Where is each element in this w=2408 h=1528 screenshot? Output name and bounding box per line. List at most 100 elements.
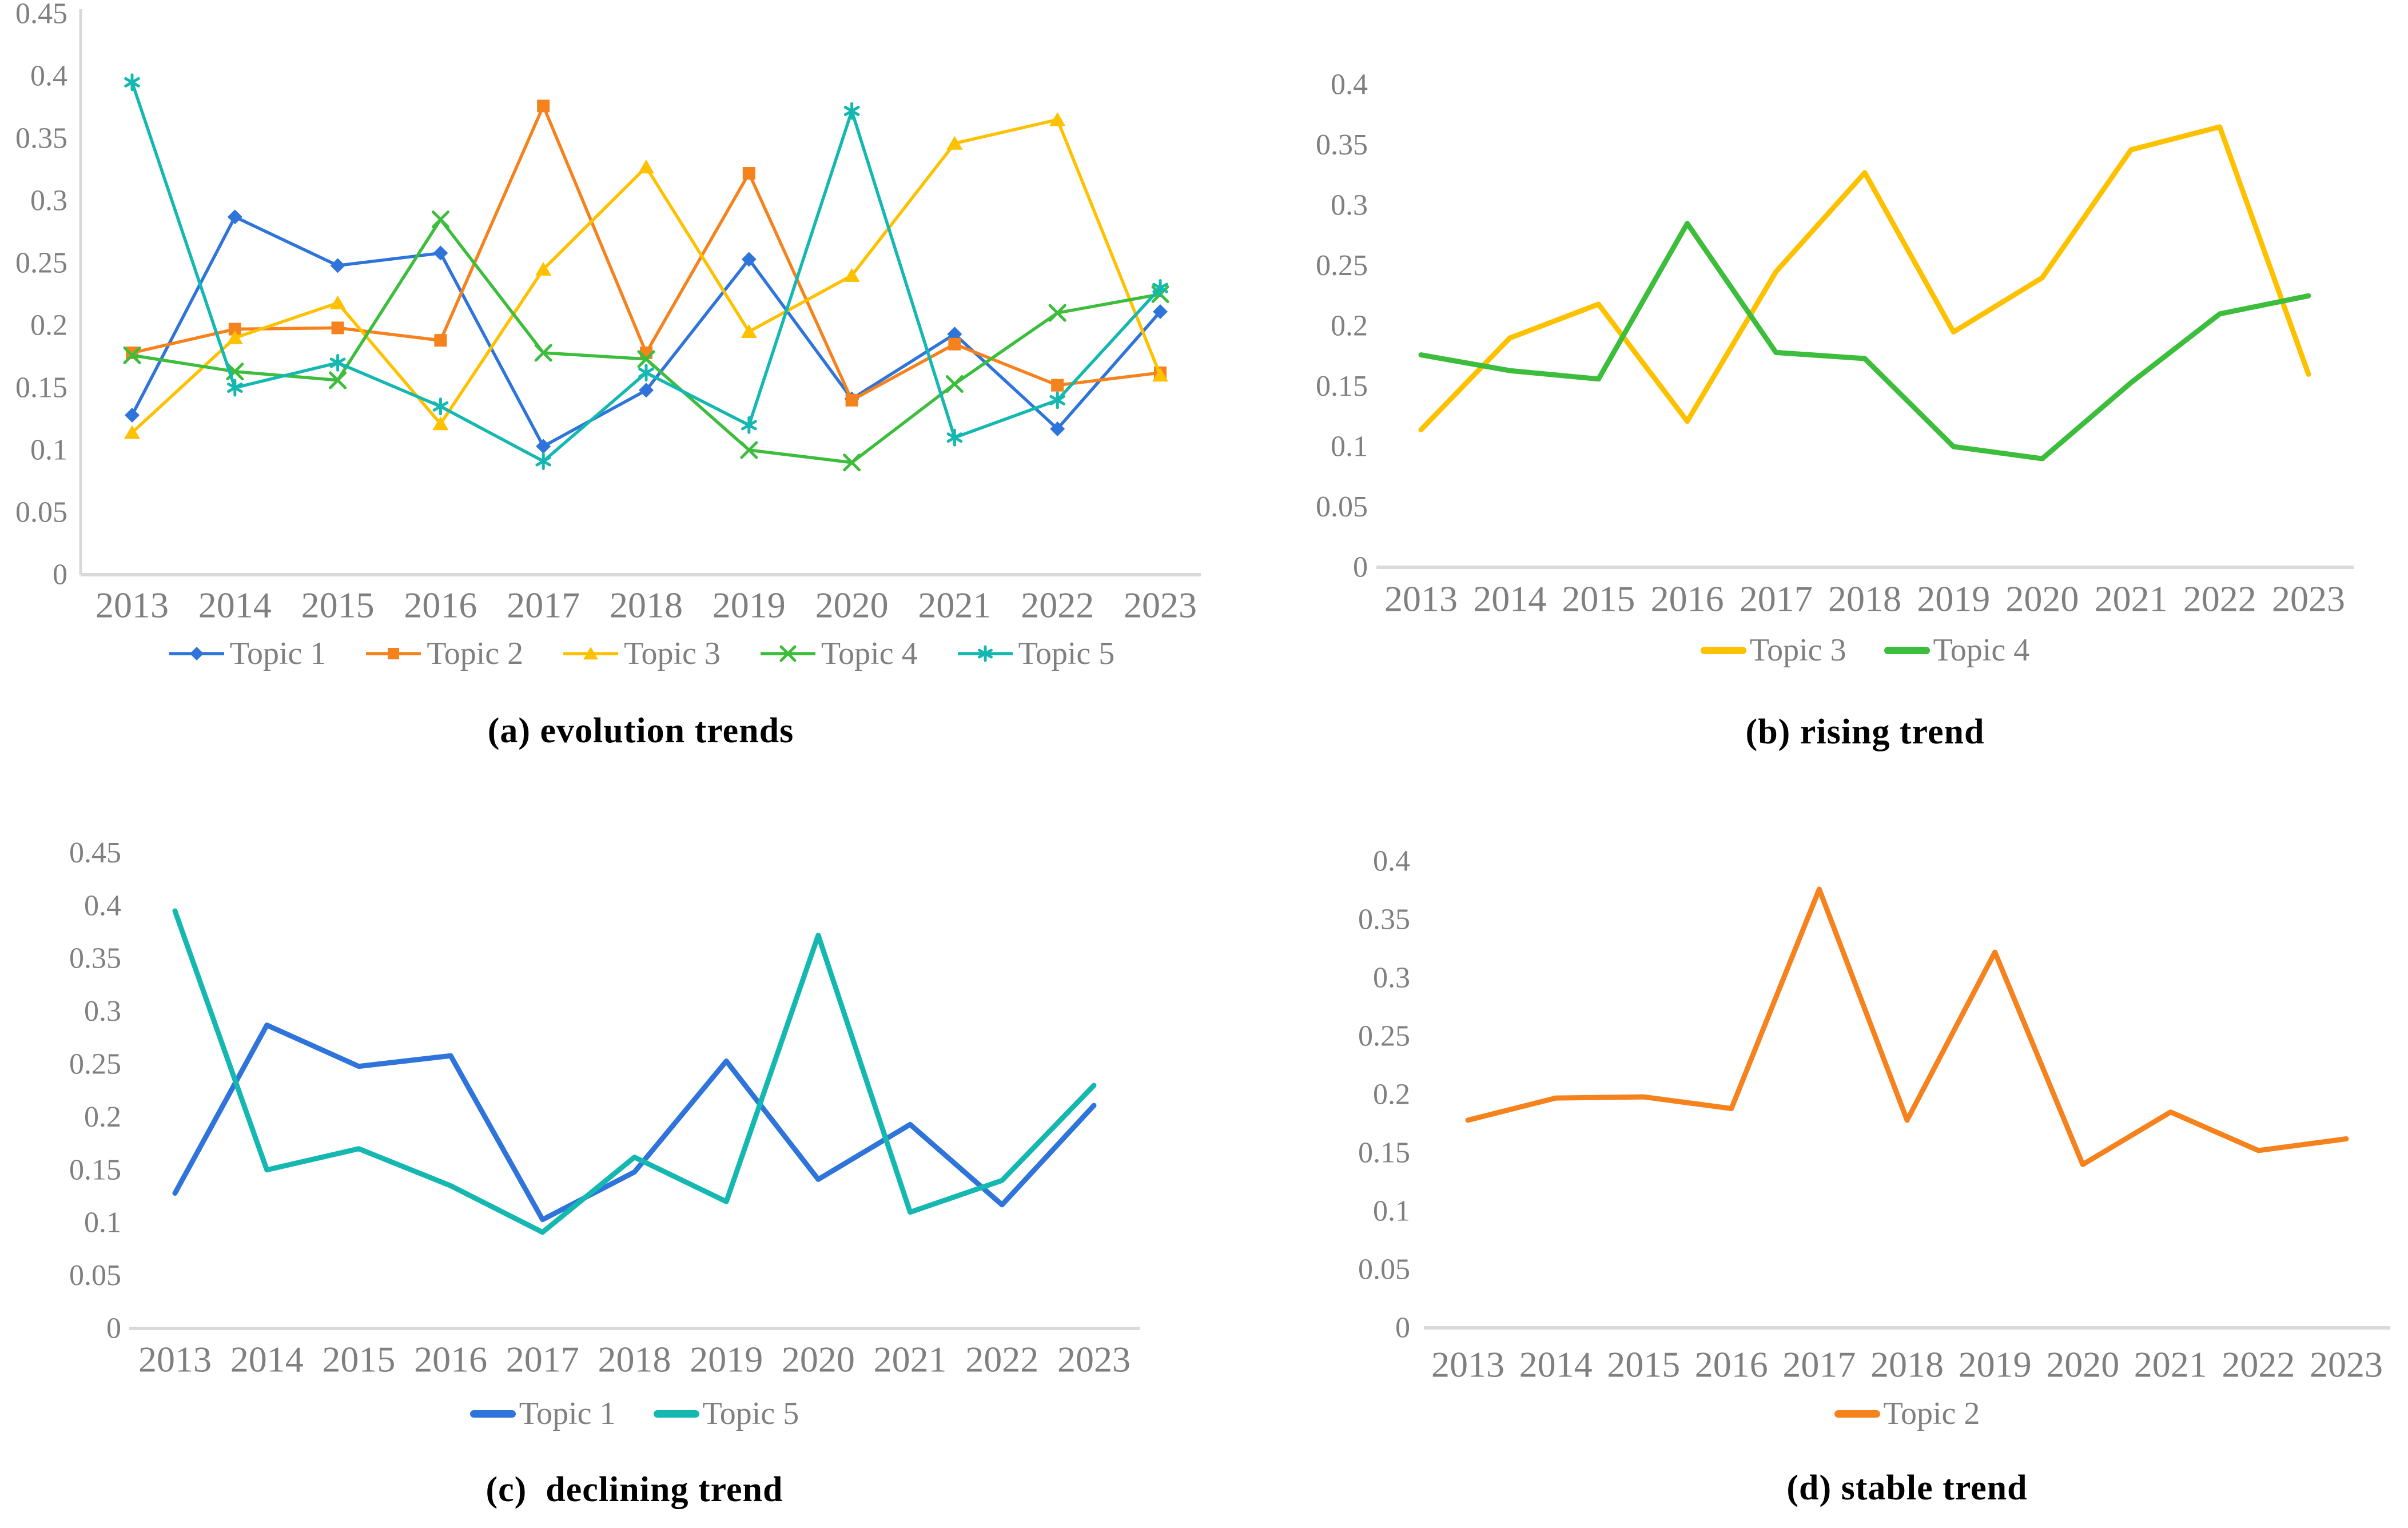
marker-x xyxy=(779,645,797,662)
x-tick-label: 2021 xyxy=(2095,579,2168,619)
legend-swatch-line-icon xyxy=(653,1410,699,1418)
legend-item-topic-5: Topic 5 xyxy=(956,635,1115,672)
y-tick-label: 0.35 xyxy=(1316,129,1368,161)
legend-label: Topic 1 xyxy=(519,1396,616,1431)
chart-panel-d: 0 0.05 0.1 0.15 0.2 0.25 0.3 0.35 0.4 2013 2014 201… xyxy=(1358,845,2390,1385)
x-tick-label: 2022 xyxy=(2222,1344,2295,1385)
series-line-topic-1 xyxy=(130,215,1162,448)
y-tick-label: 0.3 xyxy=(84,995,121,1028)
chart-panel-c: 0 0.05 0.1 0.15 0.2 0.25 0.3 0.35 0.4 0.45 2013 201… xyxy=(69,837,1140,1380)
legend-swatch-line-icon xyxy=(1834,1410,1880,1418)
marker-diamond xyxy=(227,209,242,225)
marker-x xyxy=(637,350,655,368)
marker-diamond xyxy=(741,252,757,267)
y-tick-label: 0.15 xyxy=(1316,370,1368,403)
marker-square xyxy=(742,167,755,180)
x-tick-label: 2016 xyxy=(414,1339,487,1380)
x-tick-label: 2017 xyxy=(507,585,580,626)
x-tick-label: 2020 xyxy=(782,1339,855,1380)
y-tick-label: 0.05 xyxy=(1358,1254,1410,1286)
marker-diamond xyxy=(1050,421,1065,436)
x-tick-label: 2019 xyxy=(690,1339,763,1380)
x-tick-label: 2017 xyxy=(1740,579,1813,619)
y-tick-label: 0.45 xyxy=(69,837,121,869)
marker-triangle xyxy=(535,261,552,276)
legend-swatch-line-icon xyxy=(469,1410,516,1418)
legend-item-topic-4: Topic 4 xyxy=(1884,632,2030,668)
marker-diamond xyxy=(536,439,551,454)
caption-stable-trend: (d) stable trend xyxy=(1786,1469,2028,1507)
legend-swatch-line-icon xyxy=(1884,646,1930,654)
series-line-topic-4 xyxy=(1418,221,2311,461)
marker-asterisk xyxy=(977,645,993,662)
marker-x xyxy=(431,210,449,229)
legend-swatch-diamond-icon xyxy=(169,647,224,660)
marker-square xyxy=(1051,379,1064,392)
legend-label: Topic 1 xyxy=(229,636,327,671)
y-tick-label: 0.2 xyxy=(1373,1079,1410,1111)
x-tick-label: 2022 xyxy=(2183,579,2256,619)
x-tick-label: 2021 xyxy=(874,1339,947,1380)
marker-asterisk xyxy=(741,416,757,434)
x-tick-label: 2018 xyxy=(610,585,683,626)
marker-square xyxy=(228,323,241,336)
marker-x xyxy=(123,346,141,364)
marker-asterisk xyxy=(226,379,243,397)
legend-label: Topic 3 xyxy=(1749,632,1846,668)
y-tick-label: 0.1 xyxy=(30,434,67,467)
y-tick-label: 0.25 xyxy=(69,1048,121,1081)
legend-label: Topic 5 xyxy=(1018,636,1115,671)
y-tick-label: 0.35 xyxy=(69,942,121,975)
y-tick-label: 0.4 xyxy=(30,60,67,93)
x-tick-label: 2013 xyxy=(95,585,169,626)
y-tick-label: 0.25 xyxy=(1358,1020,1410,1053)
y-tick-label: 0.4 xyxy=(84,889,121,922)
marker-triangle xyxy=(843,268,860,282)
y-tick-label: 0 xyxy=(1395,1312,1410,1344)
x-tick-label: 2018 xyxy=(1870,1344,1944,1385)
x-tick-label: 2021 xyxy=(918,585,991,626)
marker-triangle xyxy=(226,330,243,344)
legend-item-topic-2: Topic 2 xyxy=(364,635,523,672)
x-tick-label: 2014 xyxy=(1473,579,1546,619)
legend-item-topic-4: Topic 4 xyxy=(758,635,918,672)
caption-evolution-trends: (a) evolution trends xyxy=(487,711,794,750)
legend-label: Topic 2 xyxy=(427,636,524,671)
marker-x xyxy=(945,375,964,393)
marker-diamond xyxy=(1153,304,1168,320)
x-tick-label: 2023 xyxy=(2310,1344,2383,1385)
y-tick-label: 0 xyxy=(1353,551,1368,584)
x-tick-label: 2023 xyxy=(1057,1339,1131,1380)
marker-asterisk xyxy=(843,102,860,120)
marker-square xyxy=(948,337,961,351)
x-tick-label: 2016 xyxy=(1651,579,1724,619)
y-tick-label: 0.3 xyxy=(30,185,67,217)
y-tick-label: 0.2 xyxy=(84,1101,121,1133)
chart-panel-a: 0 0.05 0.1 0.15 0.2 0.25 0.3 0.35 0.4 0.45 2013 201… xyxy=(15,0,1201,626)
series-line-topic-5 xyxy=(172,908,1097,1235)
x-tick-label: 2013 xyxy=(1431,1344,1504,1385)
x-tick-label: 2018 xyxy=(598,1339,671,1380)
y-tick-label: 0.1 xyxy=(1373,1195,1410,1228)
marker-square xyxy=(434,334,447,347)
y-tick-label: 0 xyxy=(106,1312,121,1345)
marker-x xyxy=(740,441,758,459)
legend-swatch-triangle-icon xyxy=(563,647,619,660)
marker-diamond xyxy=(189,647,204,660)
x-tick-label: 2015 xyxy=(322,1339,395,1380)
y-tick-label: 0.15 xyxy=(69,1153,121,1186)
y-tick-label: 0.45 xyxy=(15,0,67,30)
caption-declining-trend: (c) declining trend xyxy=(485,1470,783,1509)
marker-x xyxy=(1048,304,1066,322)
marker-triangle xyxy=(124,425,141,439)
legend-item-topic-1: Topic 1 xyxy=(167,635,327,672)
legend-item-topic-3: Topic 3 xyxy=(1700,632,1846,668)
legend-label: Topic 4 xyxy=(1933,632,2030,668)
caption-rising-trend: (b) rising trend xyxy=(1745,713,1985,751)
y-tick-label: 0.05 xyxy=(15,496,67,529)
x-tick-label: 2020 xyxy=(815,585,889,626)
legend-label: Topic 3 xyxy=(624,636,721,671)
y-tick-label: 0.25 xyxy=(1316,249,1368,282)
